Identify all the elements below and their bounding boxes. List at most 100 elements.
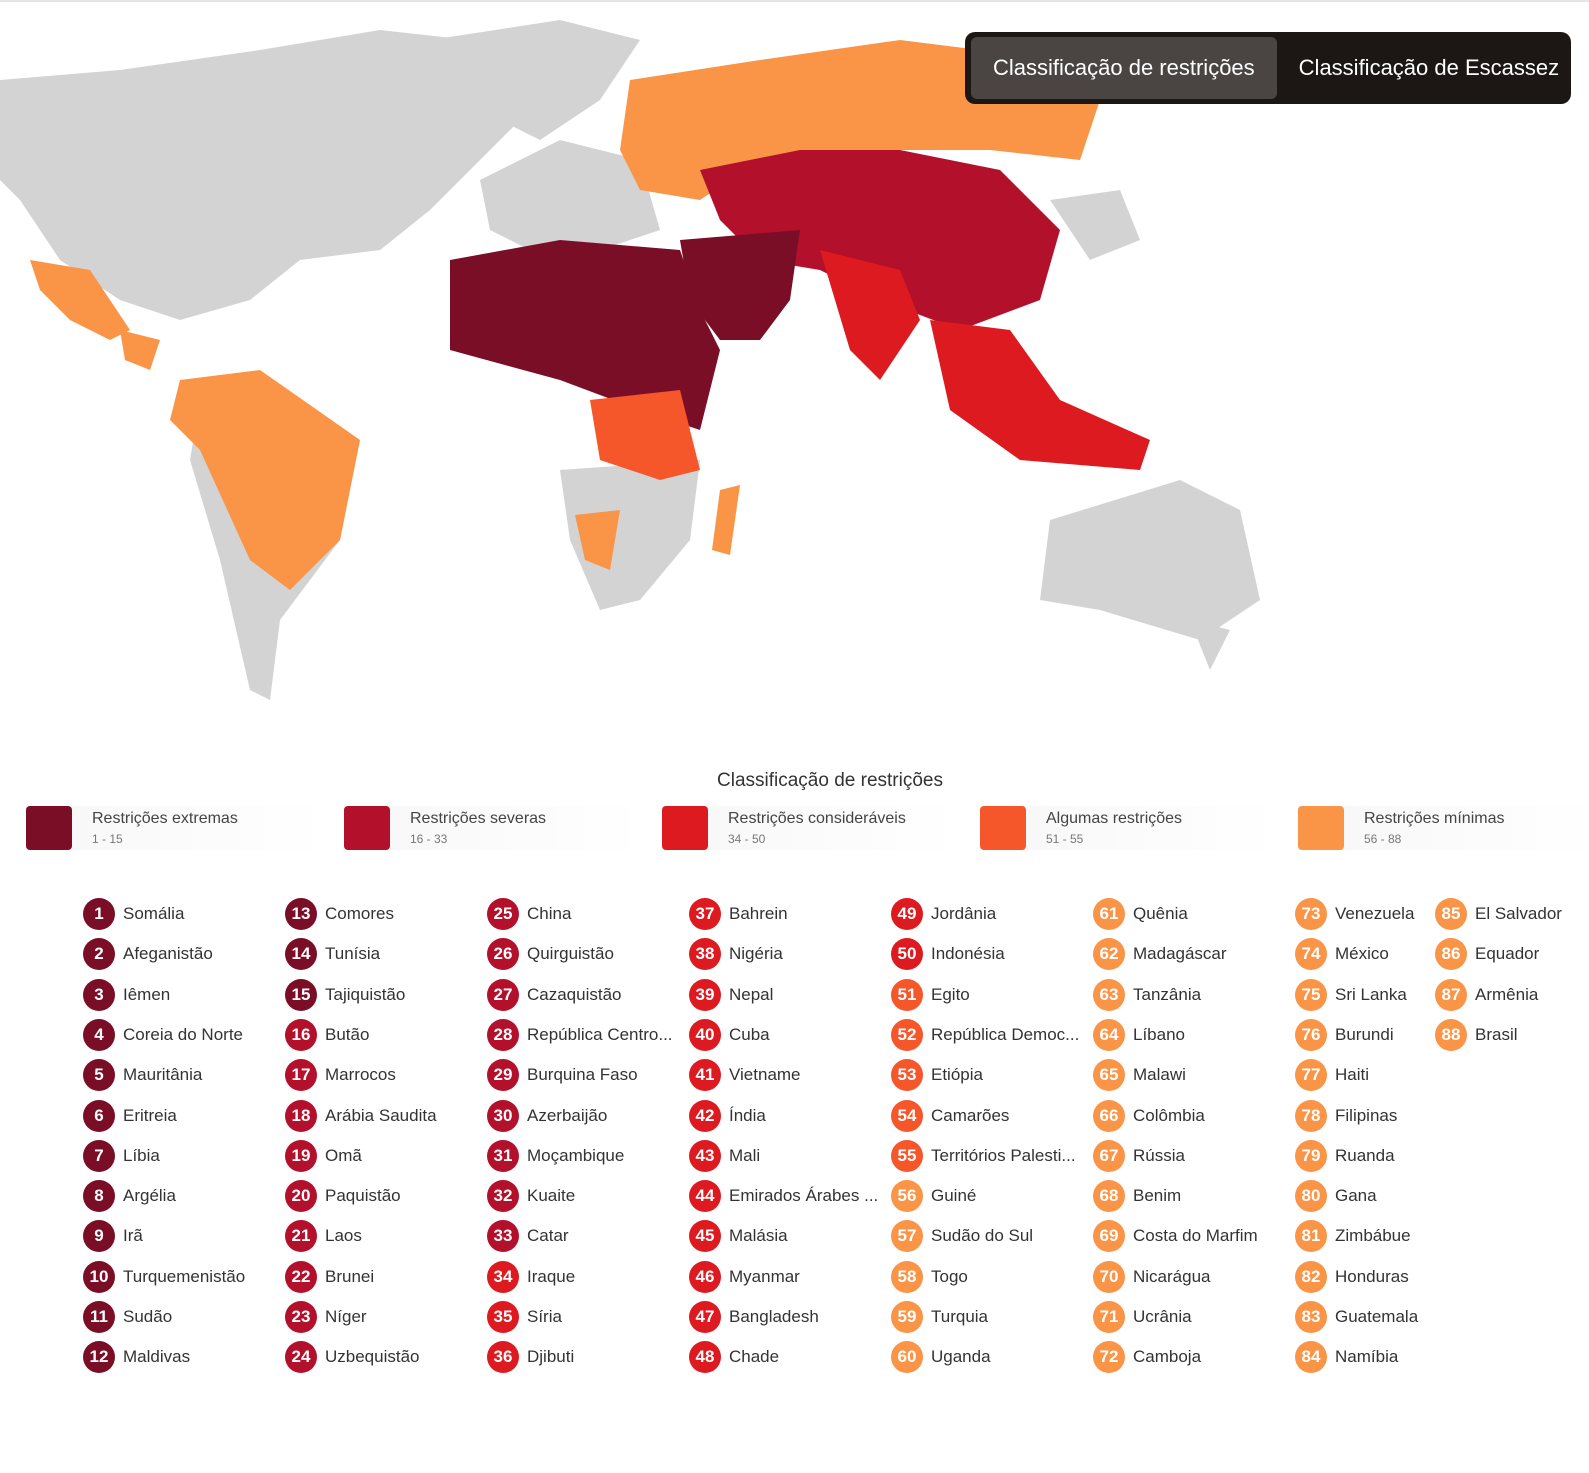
country-item: 73 Venezuela xyxy=(1295,898,1414,930)
country-name: Togo xyxy=(931,1266,968,1286)
country-name: Benim xyxy=(1133,1186,1182,1206)
country-item: 37 Bahrein xyxy=(689,898,788,930)
rank-badge: 84 xyxy=(1295,1341,1327,1374)
legend-label: Algumas restrições xyxy=(1046,810,1183,827)
rank-badge: 29 xyxy=(487,1059,519,1092)
country-item: 76 Burundi xyxy=(1295,1018,1394,1051)
legend-item: Restrições mínimas 56 - 88 xyxy=(1298,806,1589,850)
country-item: 40 Cuba xyxy=(689,1018,770,1051)
rank-badge: 53 xyxy=(891,1059,923,1092)
rank-badge: 22 xyxy=(285,1260,317,1293)
country-name: Turquia xyxy=(931,1307,989,1326)
rank-badge: 20 xyxy=(285,1180,317,1213)
country-name: Costa do Marfim xyxy=(1133,1226,1258,1246)
country-item: 65 Malawi xyxy=(1093,1059,1186,1092)
rank-badge: 39 xyxy=(689,978,721,1011)
legend-swatch xyxy=(26,806,72,850)
country-name: Sri Lanka xyxy=(1335,984,1407,1004)
rank-badge: 5 xyxy=(83,1059,115,1092)
country-name: Bangladesh xyxy=(729,1307,819,1326)
country-name: Honduras xyxy=(1335,1266,1409,1286)
country-name: Indonésia xyxy=(931,944,1005,964)
country-item: 68 Benim xyxy=(1093,1180,1182,1213)
central-america xyxy=(120,330,160,370)
rank-badge: 74 xyxy=(1295,938,1327,971)
legend-label: Restrições consideráveis xyxy=(728,810,906,827)
country-name: Tunísia xyxy=(325,944,381,964)
country-item: 3 Iêmen xyxy=(83,978,170,1011)
country-name: Tanzânia xyxy=(1133,984,1202,1004)
country-name: Azerbaijão xyxy=(527,1105,608,1125)
country-name: Territórios Palesti... xyxy=(931,1145,1076,1165)
country-name: Paquistão xyxy=(325,1186,401,1206)
country-name: Maldivas xyxy=(123,1347,191,1367)
country-name: Nepal xyxy=(729,984,774,1004)
country-name: Brunei xyxy=(325,1266,375,1286)
country-name: Rússia xyxy=(1133,1145,1185,1165)
country-item: 31 Moçambique xyxy=(487,1139,624,1172)
rank-badge: 63 xyxy=(1093,978,1125,1011)
country-item: 22 Brunei xyxy=(285,1260,375,1293)
rank-badge: 41 xyxy=(689,1059,721,1092)
country-name: Comores xyxy=(325,904,394,923)
country-item: 38 Nigéria xyxy=(689,938,783,971)
country-item: 33 Catar xyxy=(487,1220,569,1253)
rank-badge: 79 xyxy=(1295,1139,1327,1172)
rank-badge: 38 xyxy=(689,938,721,971)
country-item: 20 Paquistão xyxy=(285,1180,401,1213)
country-name: Namíbia xyxy=(1335,1347,1399,1367)
greenland xyxy=(430,20,640,140)
new-zealand xyxy=(1190,620,1230,670)
rank-badge: 43 xyxy=(689,1139,721,1172)
country-item: 47 Bangladesh xyxy=(689,1301,819,1333)
country-name: Malawi xyxy=(1133,1065,1186,1085)
country-name: Quirguistão xyxy=(527,944,614,964)
country-item: 66 Colômbia xyxy=(1093,1099,1205,1132)
rank-badge: 18 xyxy=(285,1099,317,1132)
australia xyxy=(1040,480,1260,640)
rank-badge: 67 xyxy=(1093,1139,1125,1172)
europe xyxy=(480,140,660,250)
rank-badge: 86 xyxy=(1435,938,1467,971)
rank-badge: 83 xyxy=(1295,1301,1327,1333)
country-item: 5 Mauritânia xyxy=(83,1059,202,1092)
country-name: Brasil xyxy=(1475,1024,1518,1044)
world-map xyxy=(0,0,1589,700)
rank-badge: 69 xyxy=(1093,1220,1125,1253)
rank-badge: 14 xyxy=(285,938,317,971)
country-item: 52 República Democ... xyxy=(891,1018,1079,1051)
rank-badge: 50 xyxy=(891,938,923,971)
country-item: 17 Marrocos xyxy=(285,1059,396,1092)
country-item: 30 Azerbaijão xyxy=(487,1099,608,1132)
tab[interactable]: Classificação de restrições xyxy=(971,37,1277,99)
rank-badge: 87 xyxy=(1435,978,1467,1011)
country-item: 86 Equador xyxy=(1435,938,1539,971)
country-name: Quênia xyxy=(1133,904,1188,923)
country-item: 67 Rússia xyxy=(1093,1139,1185,1172)
country-item: 9 Irã xyxy=(83,1220,143,1253)
country-name: Turquemenistão xyxy=(123,1266,246,1286)
country-name: Líbia xyxy=(123,1145,160,1165)
country-item: 58 Togo xyxy=(891,1260,968,1293)
country-name: Irã xyxy=(123,1226,143,1246)
country-item: 35 Síria xyxy=(487,1301,562,1333)
country-name: Ucrânia xyxy=(1133,1307,1192,1326)
rank-badge: 66 xyxy=(1093,1099,1125,1132)
country-item: 88 Brasil xyxy=(1435,1018,1518,1051)
southern-africa xyxy=(560,460,700,610)
country-name: Índia xyxy=(729,1105,766,1125)
tab[interactable]: Classificação de Escassez xyxy=(1298,55,1560,80)
legend-label: Restrições mínimas xyxy=(1364,810,1505,827)
rank-badge: 77 xyxy=(1295,1059,1327,1092)
country-name: Sudão do Sul xyxy=(931,1226,1034,1246)
rank-badge: 26 xyxy=(487,938,519,971)
rank-badge: 49 xyxy=(891,898,923,930)
country-item: 29 Burquina Faso xyxy=(487,1059,638,1092)
namibia xyxy=(575,510,620,570)
country-item: 50 Indonésia xyxy=(891,938,1005,971)
country-name: México xyxy=(1335,944,1389,964)
country-name: Líbano xyxy=(1133,1024,1185,1044)
country-item: 69 Costa do Marfim xyxy=(1093,1220,1258,1253)
country-item: 53 Etiópia xyxy=(891,1059,983,1092)
country-item: 84 Namíbia xyxy=(1295,1341,1399,1374)
